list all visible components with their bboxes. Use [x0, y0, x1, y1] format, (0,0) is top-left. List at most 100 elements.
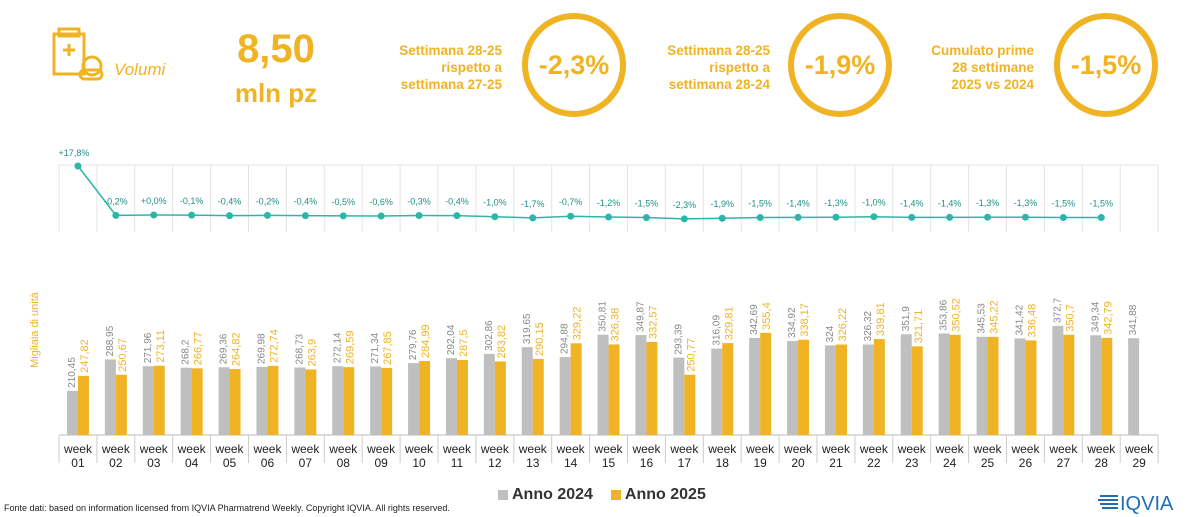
- data-label-2025: 283,82: [496, 325, 508, 359]
- variation-line: [77, 165, 1102, 220]
- x-tick-label: week: [139, 442, 169, 456]
- variation-point: [794, 213, 802, 221]
- variation-label: -1,4%: [786, 198, 810, 208]
- bar-2024: [180, 367, 192, 435]
- bar-2024: [1014, 338, 1026, 435]
- variation-label: -1,0%: [862, 198, 886, 208]
- x-tick-label: week: [669, 442, 699, 456]
- variation-label: +17,8%: [59, 148, 90, 158]
- data-label-2025: 250,77: [685, 338, 697, 372]
- x-tick-label: 19: [753, 456, 767, 470]
- x-tick-label: 13: [526, 456, 540, 470]
- data-label-2024: 334,92: [787, 307, 798, 338]
- variation-point: [756, 214, 764, 222]
- bar-2025: [381, 367, 393, 435]
- x-tick-label: 10: [412, 456, 426, 470]
- x-tick-label: week: [518, 442, 548, 456]
- data-label-2025: 263,9: [306, 339, 318, 367]
- data-label-2024: 269,36: [219, 333, 230, 364]
- bar-2024: [142, 366, 154, 435]
- x-tick-label: week: [783, 442, 813, 456]
- bar-2024: [521, 347, 533, 435]
- data-label-2024: 269,98: [256, 333, 267, 364]
- bar-2025: [191, 368, 203, 435]
- x-tick-label: 24: [943, 456, 957, 470]
- variation-point: [491, 213, 499, 221]
- bar-2024: [408, 363, 420, 435]
- bar-2024: [256, 367, 268, 435]
- bar-2024: [445, 358, 457, 435]
- variation-point: [529, 214, 537, 222]
- data-label-2024: 349,87: [635, 301, 646, 332]
- x-tick-label: week: [328, 442, 358, 456]
- bar-2024: [559, 357, 571, 435]
- x-tick-label: week: [594, 442, 624, 456]
- x-tick-label: 22: [867, 456, 881, 470]
- data-label-2025: 267,85: [382, 331, 394, 365]
- bar-2024: [749, 337, 761, 435]
- variation-label: -1,5%: [1089, 199, 1113, 209]
- x-tick-label: 16: [640, 456, 654, 470]
- bar-2025: [684, 374, 696, 435]
- bar-2025: [798, 339, 810, 435]
- data-label-2024: 345,53: [977, 303, 988, 334]
- data-label-2025: 269,59: [344, 331, 356, 365]
- bar-2025: [987, 336, 999, 435]
- bar-2025: [267, 365, 279, 435]
- data-label-2025: 329,81: [723, 306, 735, 340]
- x-tick-label: 26: [1019, 456, 1033, 470]
- iqvia-logo-text: IQVIA: [1120, 493, 1174, 514]
- bar-2024: [218, 367, 230, 435]
- x-tick-label: 21: [829, 456, 843, 470]
- x-tick-label: 17: [678, 456, 692, 470]
- variation-point: [74, 162, 82, 170]
- bar-2025: [532, 358, 544, 435]
- data-label-2025: 287,5: [458, 329, 470, 357]
- variation-point: [908, 213, 916, 221]
- data-label-2025: 326,22: [837, 308, 849, 342]
- x-tick-label: week: [290, 442, 320, 456]
- x-tick-label: week: [1048, 442, 1078, 456]
- variation-label: -1,3%: [1014, 198, 1038, 208]
- comparison-label-1: Settimana 28-25 rispetto a settimana 27-25: [399, 43, 502, 92]
- x-tick-label: 02: [109, 456, 123, 470]
- legend-item-2025: Anno 2025: [610, 486, 706, 504]
- bar-2024: [938, 333, 950, 435]
- variation-point: [112, 211, 120, 219]
- x-tick-label: week: [63, 442, 93, 456]
- data-label-2025: 339,81: [875, 302, 887, 336]
- data-label-2024: 271,34: [370, 332, 381, 363]
- variation-point: [1097, 214, 1105, 222]
- comparison-label-3: Cumulato prime 28 settimane 2025 vs 2024: [931, 43, 1034, 92]
- x-tick-label: 09: [374, 456, 388, 470]
- data-label-2024: 341,88: [1128, 304, 1139, 335]
- data-label-2024: 324: [825, 325, 836, 342]
- x-tick-label: week: [821, 442, 851, 456]
- bar-2024: [66, 390, 78, 435]
- x-tick-label: 06: [261, 456, 275, 470]
- variation-label: -0,6%: [369, 197, 393, 207]
- data-label-2025: 247,82: [79, 339, 91, 373]
- variation-point: [832, 213, 840, 221]
- bar-2024: [976, 336, 988, 435]
- data-label-2025: 336,48: [1026, 304, 1038, 338]
- data-label-2025: 266,77: [193, 332, 205, 366]
- bar-2024: [1052, 325, 1064, 435]
- kpi-value: 8,50: [237, 27, 315, 71]
- data-label-2025: 350,52: [951, 298, 963, 332]
- x-tick-label: week: [215, 442, 245, 456]
- variation-point: [567, 212, 575, 220]
- data-label-2025: 284,99: [420, 324, 432, 358]
- x-tick-label: 01: [71, 456, 85, 470]
- data-label-2024: 292,04: [446, 324, 457, 355]
- data-label-2024: 350,81: [598, 301, 609, 332]
- x-tick-label: 04: [185, 456, 199, 470]
- bar-2024: [787, 341, 799, 435]
- x-tick-label: 25: [981, 456, 995, 470]
- data-label-2024: 288,95: [105, 325, 116, 356]
- comparison-label-2: Settimana 28-25 rispetto a settimana 28-24: [667, 43, 770, 92]
- data-label-2025: 332,57: [647, 305, 659, 339]
- x-tick-label: week: [935, 442, 965, 456]
- legend-swatch-2025: [610, 490, 621, 500]
- bar-2025: [456, 360, 468, 435]
